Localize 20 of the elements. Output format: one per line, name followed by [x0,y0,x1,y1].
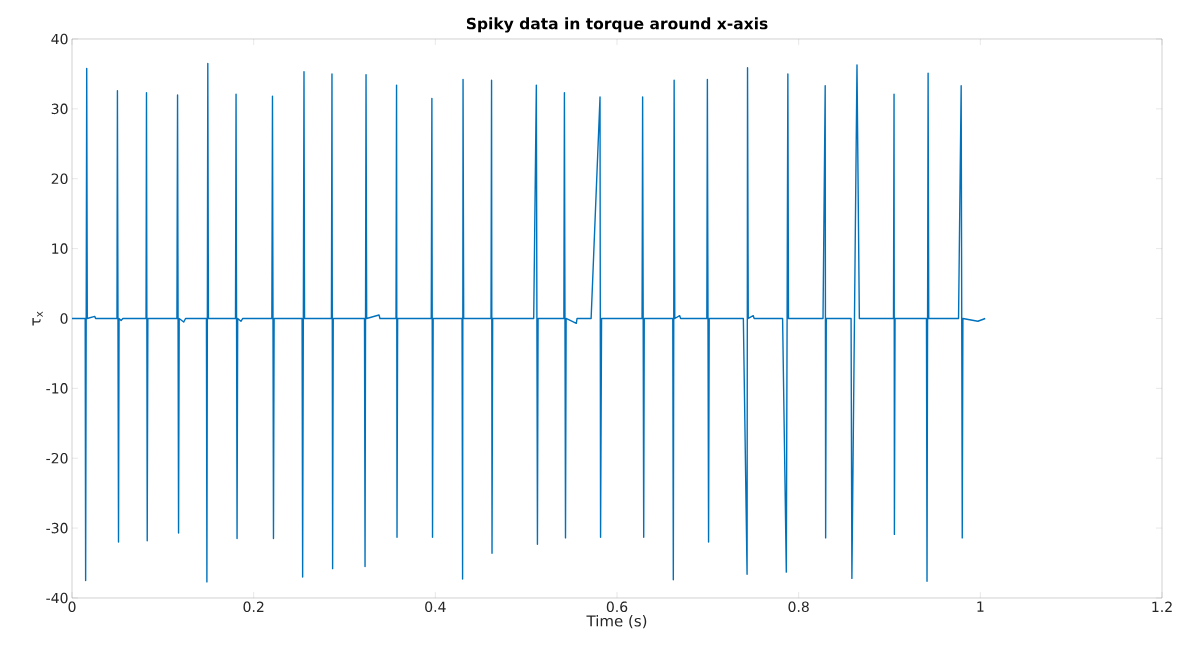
x-axis-title: Time (s) [586,614,647,629]
x-tick-label: 0 [68,601,76,613]
x-tick-label: 0.8 [788,601,809,613]
y-tick-label: -10 [46,383,68,394]
y-tick-label: -30 [46,522,68,534]
x-tick-label: 0.2 [243,601,264,613]
x-tick-label: 1.2 [1152,601,1172,612]
x-tick-label: 0.6 [606,601,628,613]
y-tick-label: 40 [51,33,68,45]
line-series [72,62,986,583]
y-tick-label: -40 [46,592,68,604]
y-axis-title: τ$_{x}$ [32,311,43,326]
y-tick-label: 20 [51,173,68,185]
y-tick-label: 10 [52,243,68,254]
y-tick-label: 0 [60,313,68,324]
y-tick-label: 30 [51,103,68,115]
chart-title: Spiky data in torque around x-axis [466,17,768,33]
x-tick-label: 1 [977,601,984,612]
y-tick-label: -20 [46,452,68,464]
x-tick-label: 0.4 [425,601,446,613]
